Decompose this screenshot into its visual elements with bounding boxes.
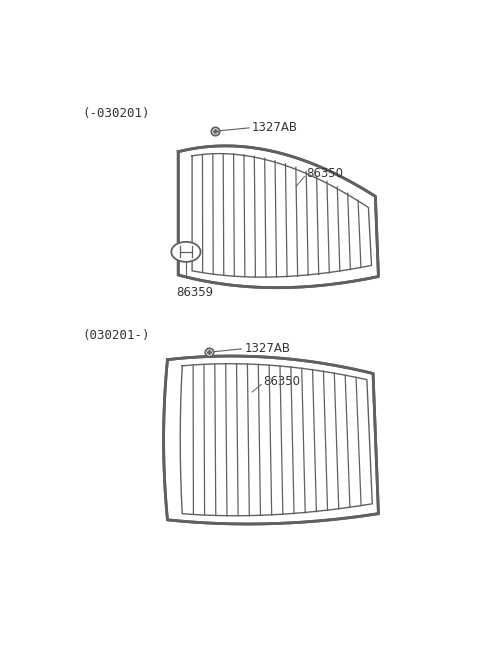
Text: 1327AB: 1327AB bbox=[252, 121, 298, 134]
Text: (030201-): (030201-) bbox=[83, 329, 150, 341]
Text: 1327AB: 1327AB bbox=[244, 343, 290, 356]
Text: (-030201): (-030201) bbox=[83, 107, 150, 120]
Text: 86350: 86350 bbox=[306, 167, 343, 180]
Text: 86350: 86350 bbox=[263, 375, 300, 388]
Text: 86359: 86359 bbox=[177, 286, 214, 299]
Polygon shape bbox=[178, 146, 378, 288]
Ellipse shape bbox=[171, 242, 201, 262]
Polygon shape bbox=[164, 356, 378, 524]
